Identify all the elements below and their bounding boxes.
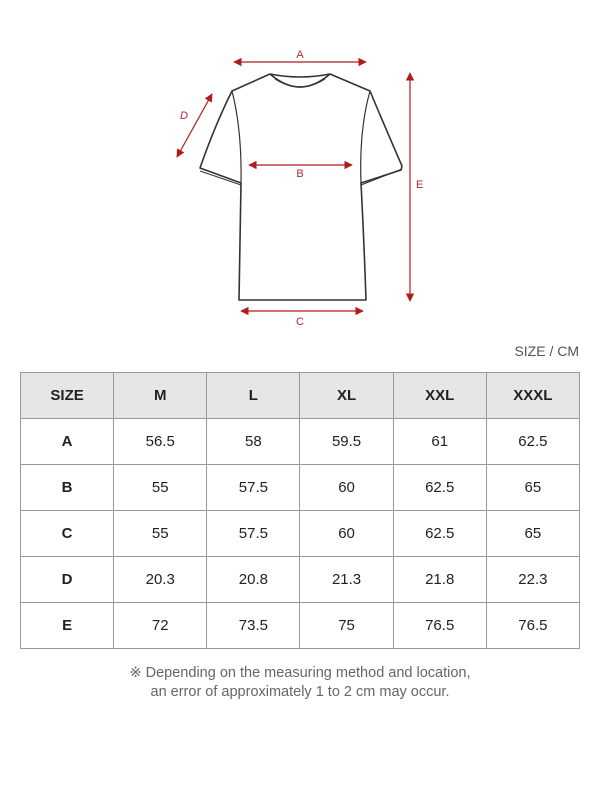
size-table: SIZE M L XL XXL XXXL A 56.5 58 59.5 61 62.5 B 5… <box>19 372 581 649</box>
table-row: C 55 57.5 60 62.5 65 <box>19 510 581 557</box>
column-header: L <box>206 372 301 419</box>
table-cell: 55 <box>113 464 208 511</box>
measurement-note: ※ Depending on the measuring method and … <box>0 664 600 702</box>
table-row: B 55 57.5 60 62.5 65 <box>19 464 581 511</box>
table-cell: 62.5 <box>392 464 487 511</box>
table-cell: 61 <box>392 418 487 465</box>
dimension-c-label: C <box>296 316 304 328</box>
table-cell: 62.5 <box>392 510 487 557</box>
dimension-b-label: B <box>296 168 303 180</box>
table-cell: 20.8 <box>206 556 301 603</box>
row-header-cell: D <box>19 556 115 603</box>
dimension-e-label: E <box>416 179 423 191</box>
column-header: M <box>113 372 208 419</box>
table-cell: 21.3 <box>299 556 394 603</box>
table-cell: 21.8 <box>392 556 487 603</box>
dimension-a-label: A <box>296 49 304 61</box>
table-row: A 56.5 58 59.5 61 62.5 <box>19 418 581 465</box>
table-cell: 59.5 <box>299 418 394 465</box>
table-header-row: SIZE M L XL XXL XXXL <box>19 372 581 419</box>
table-row: E 72 73.5 75 76.5 76.5 <box>19 602 581 649</box>
table-cell: 55 <box>113 510 208 557</box>
table-cell: 65 <box>485 464 581 511</box>
table-cell: 60 <box>299 464 394 511</box>
table-cell: 56.5 <box>113 418 208 465</box>
note-line-2: an error of approximately 1 to 2 cm may … <box>150 684 450 700</box>
dimension-d-arrow <box>176 93 213 158</box>
table-cell: 76.5 <box>392 602 487 649</box>
note-line-1: ※ Depending on the measuring method and … <box>129 665 471 681</box>
row-header-cell: B <box>19 464 115 511</box>
table-cell: 73.5 <box>206 602 301 649</box>
table-row: D 20.3 20.8 21.3 21.8 22.3 <box>19 556 581 603</box>
table-cell: 62.5 <box>485 418 581 465</box>
table-cell: 72 <box>113 602 208 649</box>
table-cell: 58 <box>206 418 301 465</box>
column-header: SIZE <box>19 372 115 419</box>
table-cell: 57.5 <box>206 464 301 511</box>
dimension-d-label: D <box>180 110 188 122</box>
unit-label: SIZE / CM <box>514 343 579 359</box>
tshirt-diagram: A B C D E <box>176 49 423 328</box>
column-header: XXXL <box>485 372 581 419</box>
row-header-cell: E <box>19 602 115 649</box>
table-cell: 76.5 <box>485 602 581 649</box>
table-cell: 22.3 <box>485 556 581 603</box>
table-cell: 20.3 <box>113 556 208 603</box>
row-header-cell: A <box>19 418 115 465</box>
tshirt-outline <box>199 73 403 301</box>
table-cell: 57.5 <box>206 510 301 557</box>
table-cell: 65 <box>485 510 581 557</box>
table-cell: 60 <box>299 510 394 557</box>
table-cell: 75 <box>299 602 394 649</box>
column-header: XXL <box>392 372 487 419</box>
row-header-cell: C <box>19 510 115 557</box>
column-header: XL <box>299 372 394 419</box>
